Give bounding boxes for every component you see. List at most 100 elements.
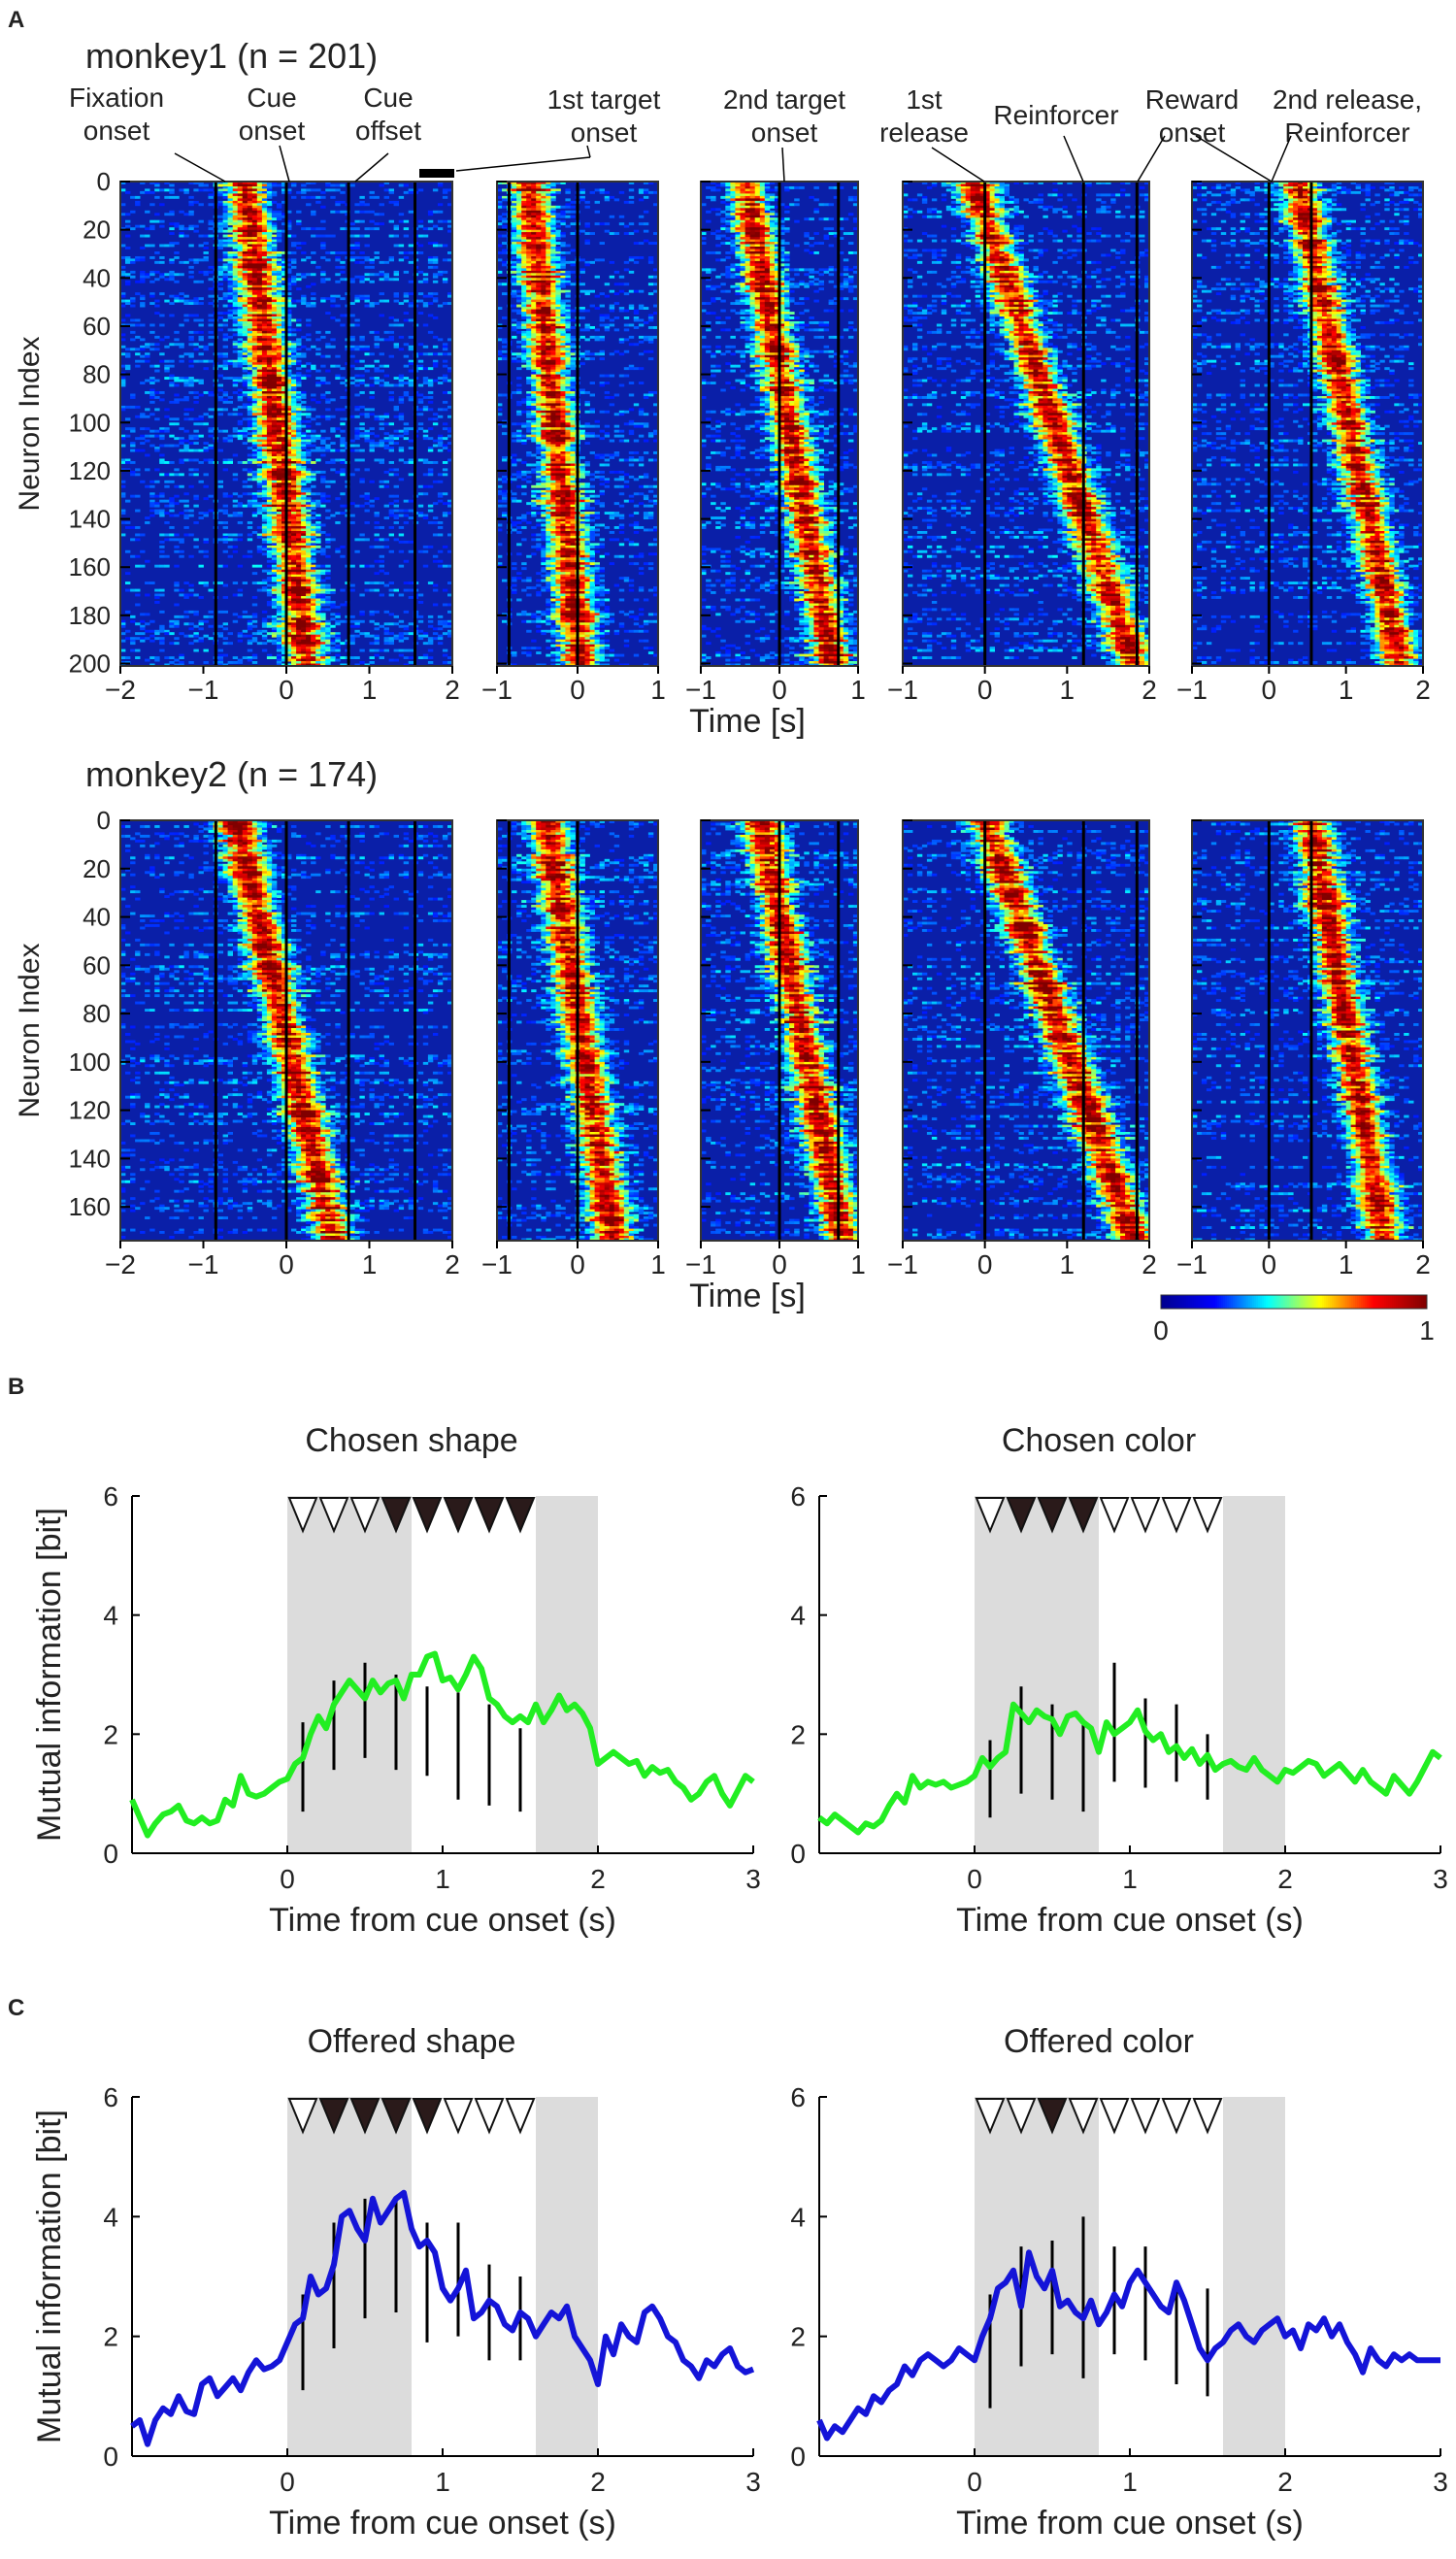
heatmap-cell — [256, 188, 263, 192]
heatmap-cell — [174, 533, 180, 537]
heatmap-cell — [388, 494, 394, 498]
heatmap-cell — [193, 379, 199, 382]
heatmap-cell — [237, 333, 244, 337]
heatmap-cell — [281, 642, 287, 646]
heatmap-cell — [383, 188, 389, 192]
heatmap-cell — [354, 449, 360, 452]
heatmap-cell — [208, 427, 214, 431]
heatmap-cell — [427, 302, 434, 305]
heatmap-cell — [149, 504, 155, 508]
heatmap-cell — [271, 410, 278, 414]
heatmap-cell — [251, 247, 258, 249]
heatmap-cell — [291, 552, 297, 556]
heatmap-cell — [242, 182, 248, 184]
heatmap-cell — [281, 408, 287, 412]
heatmap-cell — [154, 251, 160, 254]
heatmap-cell — [315, 658, 321, 662]
heatmap-cell — [174, 343, 180, 347]
heatmap-cell — [349, 634, 355, 638]
heatmap-cell — [306, 434, 312, 438]
heatmap-cell — [286, 410, 292, 414]
heatmap-cell — [359, 432, 365, 436]
heatmap-cell — [286, 432, 292, 436]
heatmap-cell — [311, 605, 316, 609]
heatmap-cell — [120, 512, 126, 515]
heatmap-cell — [408, 458, 414, 462]
heatmap-cell — [193, 396, 199, 399]
heatmap-cell — [256, 200, 263, 204]
heatmap-cell — [369, 219, 375, 223]
heatmap-cell — [301, 622, 307, 626]
heatmap-cell — [408, 648, 414, 652]
heatmap-cell — [589, 190, 595, 194]
heatmap-cell — [398, 413, 405, 416]
heatmap-cell — [403, 427, 410, 431]
heatmap-cell — [271, 417, 278, 421]
heatmap-cell — [251, 432, 258, 436]
heatmap-cell — [325, 588, 331, 592]
heatmap-cell — [296, 613, 302, 616]
heatmap-cell — [266, 422, 273, 426]
heatmap-cell — [306, 557, 312, 561]
heatmap-cell — [261, 548, 268, 551]
heatmap-cell — [311, 227, 316, 231]
heatmap-cell — [179, 442, 184, 445]
heatmap-cell — [227, 434, 233, 438]
heatmap-cell — [256, 429, 263, 433]
heatmap-cell — [281, 396, 287, 399]
heatmap-cell — [374, 521, 380, 524]
heatmap-cell — [256, 229, 263, 233]
heatmap-cell — [354, 379, 360, 382]
heatmap-cell — [286, 396, 292, 399]
heatmap-cell — [261, 622, 268, 626]
heatmap-cell — [256, 549, 263, 553]
heatmap-cell — [281, 273, 287, 277]
heatmap-cell — [276, 348, 282, 351]
heatmap-cell — [227, 335, 233, 339]
heatmap-cell — [242, 316, 248, 319]
heatmap-cell — [422, 549, 429, 553]
heatmap-cell — [271, 545, 278, 548]
heatmap-cell — [120, 663, 126, 667]
heatmap-cell — [242, 442, 248, 445]
heatmap-cell — [320, 608, 326, 612]
heatmap-cell — [354, 318, 360, 322]
heatmap-cell — [281, 548, 287, 551]
heatmap-cell — [335, 470, 341, 474]
heatmap-cell — [154, 468, 160, 472]
heatmap-cell — [217, 312, 223, 315]
heatmap-cell — [320, 572, 326, 576]
heatmap-cell — [306, 658, 312, 662]
heatmap-cell — [320, 475, 326, 479]
heatmap-cell — [247, 374, 253, 378]
heatmap-cell — [169, 195, 175, 199]
heatmap-cell — [286, 422, 292, 426]
heatmap-cell — [242, 309, 248, 313]
heatmap-cell — [286, 359, 292, 363]
heatmap-cell — [291, 521, 297, 524]
heatmap-cell — [251, 492, 258, 496]
heatmap-cell — [232, 198, 239, 202]
heatmap-cell — [266, 533, 273, 537]
heatmap-cell — [369, 588, 375, 592]
heatmap-cell — [247, 227, 253, 231]
heatmap-cell — [130, 427, 136, 431]
heatmap-cell — [541, 210, 546, 214]
heatmap-cell — [242, 354, 248, 358]
heatmap-cell — [296, 634, 302, 638]
heatmap-cell — [354, 242, 360, 245]
heatmap-cell — [154, 656, 160, 659]
heatmap-cell — [364, 299, 370, 303]
heatmap-cell — [296, 653, 302, 657]
heatmap-cell — [369, 330, 375, 334]
heatmap-cell — [403, 624, 410, 628]
heatmap-cell — [437, 634, 444, 638]
heatmap-cell — [183, 352, 189, 356]
heatmap-cell — [301, 482, 307, 486]
heatmap-cell — [301, 434, 307, 438]
heatmap-cell — [374, 330, 380, 334]
heatmap-cell — [130, 297, 136, 301]
heatmap-cell — [271, 270, 278, 274]
heatmap-cell — [301, 562, 307, 566]
heatmap-cell — [217, 268, 223, 272]
